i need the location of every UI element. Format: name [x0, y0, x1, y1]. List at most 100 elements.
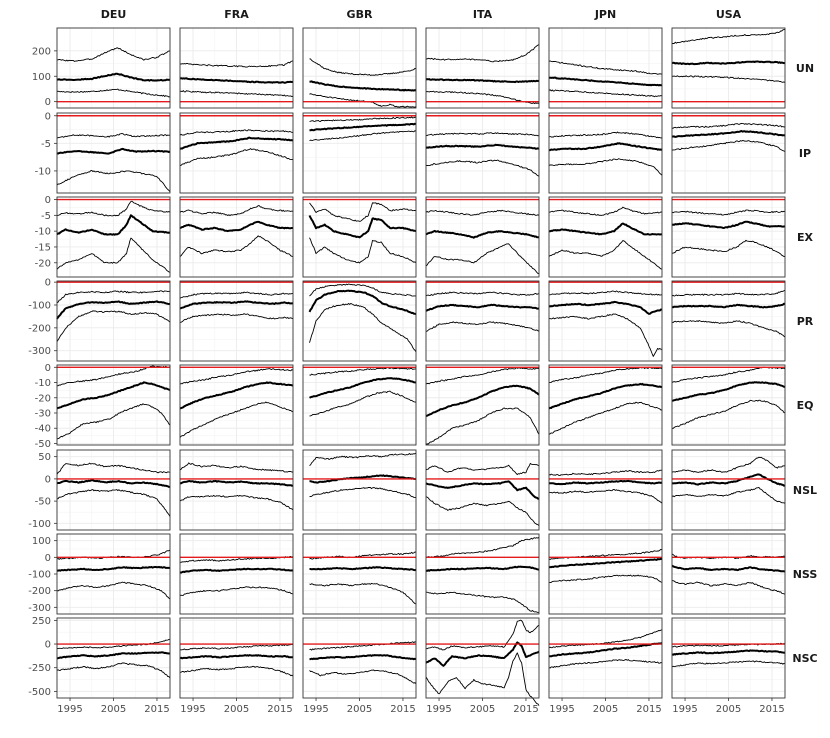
- series-lower-un-jpn: [548, 89, 663, 98]
- y-tick-label-ex: -5: [41, 211, 51, 222]
- series-median-pr-usa: [671, 302, 786, 309]
- panel-un-fra: [179, 27, 294, 109]
- x-tick-label-deu: 2015: [144, 704, 169, 715]
- panel-border: [179, 533, 294, 615]
- panel-nss-fra: [179, 533, 294, 615]
- panel-border: [425, 364, 540, 446]
- series-median-ip-deu: [56, 147, 171, 155]
- x-tick-label-usa: 2015: [759, 704, 784, 715]
- panel-border: [548, 449, 663, 531]
- series-upper-un-gbr: [309, 58, 417, 76]
- panel-border: [179, 112, 294, 194]
- series-lower-ex-fra: [179, 235, 294, 257]
- panel-border: [548, 280, 663, 362]
- panel-border: [302, 364, 417, 446]
- column-label-fra: FRA: [224, 8, 249, 21]
- series-median-nsc-jpn: [549, 642, 663, 658]
- series-upper-un-fra: [179, 60, 294, 68]
- series-lower-un-deu: [56, 88, 171, 98]
- panel-ex-jpn: [548, 196, 663, 278]
- y-tick-label-nsl: -100: [28, 519, 51, 530]
- panel-un-gbr: [302, 27, 417, 109]
- panel-nsc-ita: [425, 617, 540, 706]
- panel-border: [425, 280, 540, 362]
- series-median-ip-ita: [425, 143, 540, 150]
- panel-un-deu: [56, 27, 171, 109]
- series-upper-un-jpn: [548, 60, 663, 75]
- series-median-nsc-gbr: [309, 654, 417, 661]
- panel-un-ita: [425, 27, 540, 109]
- series-upper-nsc-gbr: [309, 641, 417, 651]
- x-tick-label-fra: 1995: [180, 704, 205, 715]
- series-lower-eq-ita: [425, 407, 540, 446]
- y-tick-label-pr: -300: [28, 346, 51, 357]
- series-median-un-deu: [56, 72, 171, 82]
- x-tick-label-ita: 2015: [513, 704, 538, 715]
- panel-border: [56, 449, 171, 531]
- panel-border: [56, 280, 171, 362]
- panel-border: [671, 449, 786, 531]
- series-upper-nss-fra: [180, 556, 294, 563]
- series-upper-nsl-ita: [425, 462, 540, 476]
- series-median-eq-usa: [671, 381, 786, 402]
- series-upper-nsl-jpn: [548, 469, 663, 477]
- series-upper-ip-gbr: [309, 116, 417, 122]
- series-lower-nsc-fra: [179, 665, 294, 677]
- series-median-nsc-ita: [425, 641, 540, 667]
- x-tick-label-deu: 1995: [57, 704, 82, 715]
- y-tick-label-nsl: 0: [45, 474, 51, 485]
- panel-nsc-usa: [671, 617, 786, 699]
- column-label-jpn: JPN: [594, 8, 616, 21]
- series-median-ex-jpn: [549, 222, 663, 236]
- series-median-un-gbr: [309, 80, 417, 92]
- panel-eq-gbr: [302, 364, 417, 446]
- panel-border: [56, 27, 171, 109]
- series-lower-nsl-gbr: [309, 486, 417, 499]
- series-median-eq-ita: [425, 384, 540, 418]
- series-lower-ip-ita: [425, 159, 540, 177]
- x-tick-label-usa: 2005: [716, 704, 741, 715]
- series-median-pr-fra: [179, 300, 294, 310]
- series-lower-nsl-jpn: [548, 488, 663, 504]
- panel-border: [425, 27, 540, 109]
- series-lower-eq-gbr: [309, 390, 417, 417]
- series-median-pr-ita: [425, 303, 540, 312]
- series-lower-pr-fra: [180, 313, 294, 323]
- series-upper-ip-ita: [425, 132, 540, 137]
- panel-nsl-fra: [179, 449, 294, 531]
- y-tick-label-nsc: 0: [45, 640, 51, 651]
- x-tick-label-usa: 1995: [672, 704, 697, 715]
- y-tick-label-nsl: 50: [38, 452, 51, 463]
- series-lower-nsc-deu: [56, 662, 171, 679]
- panel-border: [425, 533, 540, 615]
- series-lower-ex-usa: [671, 239, 786, 257]
- y-tick-label-nss: -300: [28, 603, 51, 614]
- series-upper-nsl-fra: [179, 462, 294, 473]
- x-tick-label-gbr: 2015: [390, 704, 415, 715]
- column-label-deu: DEU: [101, 8, 127, 21]
- panel-border: [56, 533, 171, 615]
- panel-nsl-usa: [671, 449, 786, 531]
- x-tick-label-ita: 2005: [470, 704, 495, 715]
- series-upper-pr-deu: [56, 290, 170, 304]
- panel-pr-ita: [425, 280, 540, 362]
- series-upper-ex-ita: [425, 209, 540, 216]
- y-tick-label-eq: -40: [35, 424, 51, 435]
- panel-pr-fra: [179, 280, 294, 362]
- series-lower-ex-jpn: [548, 240, 663, 270]
- panel-border: [56, 112, 171, 194]
- y-tick-label-ip: -5: [41, 139, 51, 150]
- series-upper-pr-ita: [425, 291, 540, 297]
- panel-border: [548, 112, 663, 194]
- series-median-nss-usa: [671, 564, 786, 573]
- panel-border: [671, 533, 786, 615]
- series-median-nsl-ita: [425, 480, 540, 500]
- series-lower-pr-ita: [425, 321, 540, 332]
- series-median-nsl-jpn: [548, 479, 663, 486]
- series-lower-ip-jpn: [548, 158, 663, 176]
- series-lower-ex-gbr: [309, 237, 417, 264]
- panel-eq-ita: [425, 364, 540, 446]
- series-upper-pr-fra: [179, 291, 293, 299]
- panel-un-usa: [671, 27, 786, 109]
